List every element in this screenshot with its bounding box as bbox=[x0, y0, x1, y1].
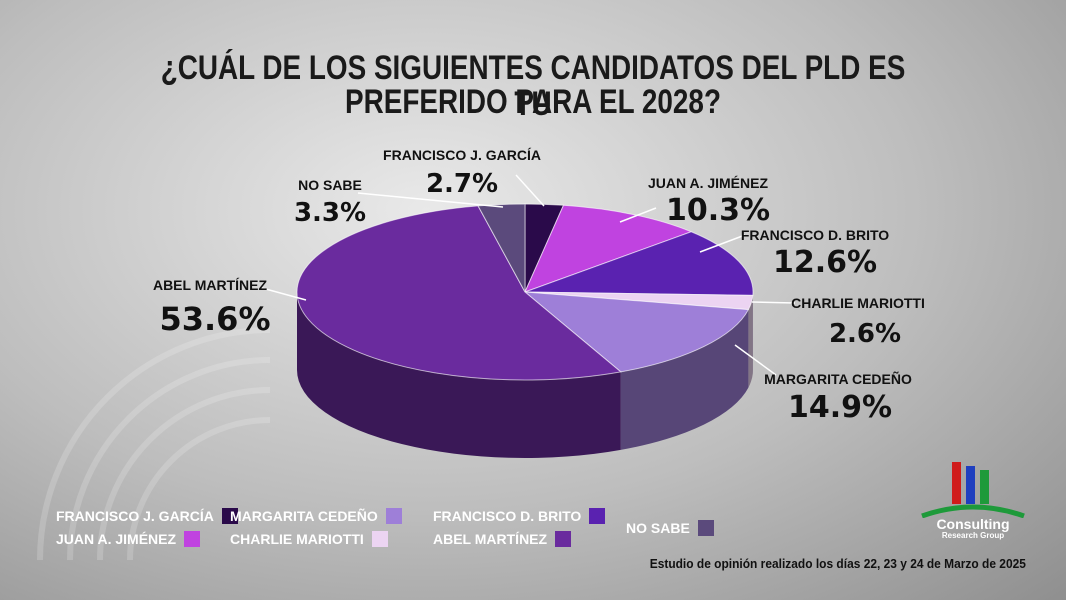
leader-line-1 bbox=[619, 207, 657, 223]
leader-line-0 bbox=[515, 174, 545, 207]
legend-item: JUAN A. JIMÉNEZ bbox=[56, 531, 201, 547]
chart-title-line-1: ¿CUÁL DE LOS SIGUIENTES CANDIDATOS DEL P… bbox=[160, 49, 906, 123]
legend-label: FRANCISCO D. BRITO bbox=[433, 508, 582, 524]
pie-slice-5 bbox=[296, 205, 622, 381]
slice-label-1: JUAN A. JIMÉNEZ bbox=[648, 175, 769, 191]
legend-label: MARGARITA CEDEÑO bbox=[230, 508, 378, 524]
slice-value-1: 10.3% bbox=[666, 193, 770, 228]
slice-value-2: 12.6% bbox=[773, 245, 877, 280]
legend-swatch bbox=[697, 520, 714, 536]
slice-value-5: 53.6% bbox=[159, 300, 270, 338]
chart-title-line-2: PREFERIDO PARA EL 2028? bbox=[345, 83, 721, 121]
legend-item: FRANCISCO D. BRITO bbox=[433, 508, 606, 524]
legend-item: NO SABE bbox=[626, 520, 714, 536]
legend-swatch bbox=[371, 531, 388, 547]
pie-side-3 bbox=[748, 295, 753, 388]
footnote: Estudio de opinión realizado los días 22… bbox=[649, 556, 1026, 571]
legend-swatch bbox=[221, 508, 238, 524]
pie-slice-4 bbox=[523, 291, 750, 373]
pie-slice-1 bbox=[524, 204, 693, 293]
pie-side-5 bbox=[297, 292, 621, 459]
leader-line-4 bbox=[734, 344, 777, 376]
pie-side-4 bbox=[620, 309, 749, 450]
logo: Consulting Research Group bbox=[918, 458, 1028, 540]
legend-label: ABEL MARTÍNEZ bbox=[433, 531, 548, 547]
legend-label: FRANCISCO J. GARCÍA bbox=[56, 508, 214, 524]
slice-label-6: NO SABE bbox=[298, 177, 362, 193]
legend-item: ABEL MARTÍNEZ bbox=[433, 531, 572, 547]
legend-swatch bbox=[589, 508, 606, 524]
pie-top bbox=[296, 203, 754, 381]
slice-value-3: 2.6% bbox=[829, 319, 901, 349]
legend-swatch bbox=[184, 531, 201, 547]
pie-labels: FRANCISCO J. GARCÍA 2.7% JUAN A. JIMÉNEZ 10… bbox=[153, 147, 925, 425]
slice-value-6: 3.3% bbox=[294, 198, 366, 228]
slice-label-5: ABEL MARTÍNEZ bbox=[153, 277, 268, 293]
legend-item: FRANCISCO J. GARCÍA bbox=[56, 508, 238, 524]
slice-label-2: FRANCISCO D. BRITO bbox=[741, 227, 889, 243]
slice-label-0: FRANCISCO J. GARCÍA bbox=[383, 147, 541, 163]
legend-label: JUAN A. JIMÉNEZ bbox=[56, 531, 177, 547]
slice-label-4: MARGARITA CEDEÑO bbox=[764, 370, 912, 387]
leader-line-5 bbox=[261, 287, 307, 301]
slice-label-3: CHARLIE MARIOTTI bbox=[791, 295, 925, 311]
legend-item: MARGARITA CEDEÑO bbox=[230, 508, 402, 524]
legend-label: CHARLIE MARIOTTI bbox=[230, 531, 364, 547]
leader-line-3 bbox=[751, 301, 796, 304]
pie-sides bbox=[297, 292, 753, 459]
legend-swatch bbox=[385, 508, 402, 524]
pie-slice-2 bbox=[524, 231, 754, 296]
logo-mark bbox=[921, 462, 1025, 519]
leader-line-6 bbox=[357, 192, 504, 208]
logo-subtitle: Research Group bbox=[941, 531, 1005, 540]
legend-label: NO SABE bbox=[626, 520, 690, 536]
pie-slice-6 bbox=[477, 203, 526, 293]
logo-name: Consulting bbox=[936, 516, 1010, 532]
legend-item: CHARLIE MARIOTTI bbox=[230, 531, 388, 547]
slice-value-4: 14.9% bbox=[788, 390, 892, 425]
slice-value-0: 2.7% bbox=[426, 169, 498, 199]
legend-swatch bbox=[555, 531, 572, 547]
leader-line-2 bbox=[699, 234, 746, 253]
